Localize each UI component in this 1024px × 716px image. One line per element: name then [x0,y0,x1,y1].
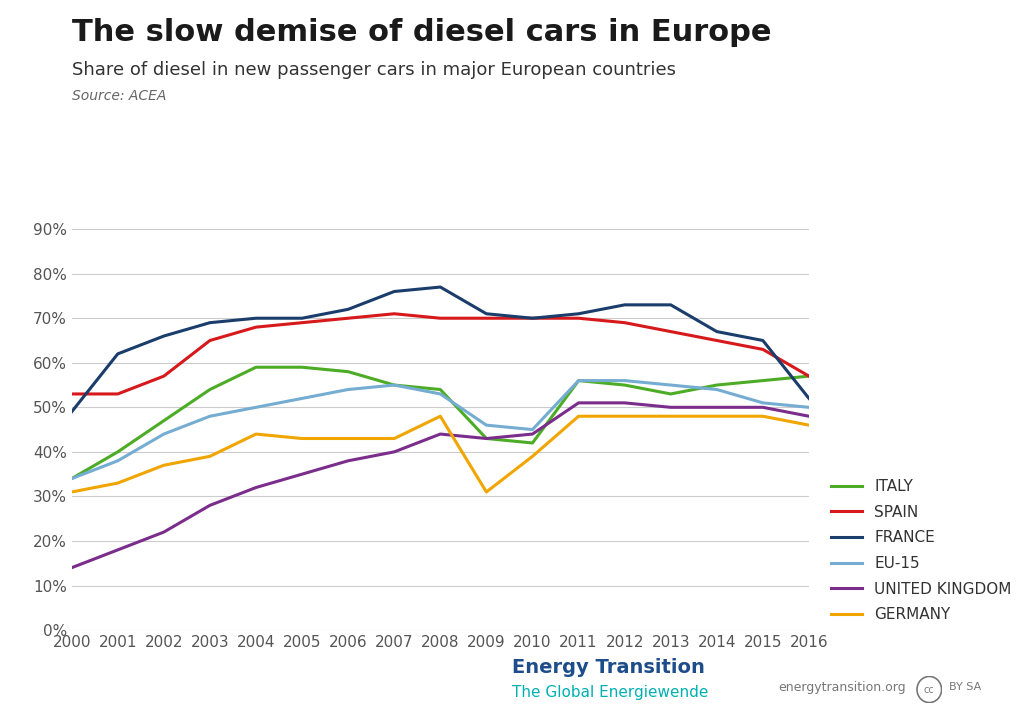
Text: The slow demise of diesel cars in Europe: The slow demise of diesel cars in Europe [72,18,771,47]
Text: Share of diesel in new passenger cars in major European countries: Share of diesel in new passenger cars in… [72,61,676,79]
Text: BY SA: BY SA [949,682,981,692]
Legend: ITALY, SPAIN, FRANCE, EU-15, UNITED KINGDOM, GERMANY: ITALY, SPAIN, FRANCE, EU-15, UNITED KING… [831,479,1012,622]
Text: Source: ACEA: Source: ACEA [72,90,166,104]
Text: The Global Energiewende: The Global Energiewende [512,685,709,700]
Text: energytransition.org: energytransition.org [778,681,906,694]
Text: cc: cc [924,684,935,695]
Text: Energy Transition: Energy Transition [512,657,705,677]
